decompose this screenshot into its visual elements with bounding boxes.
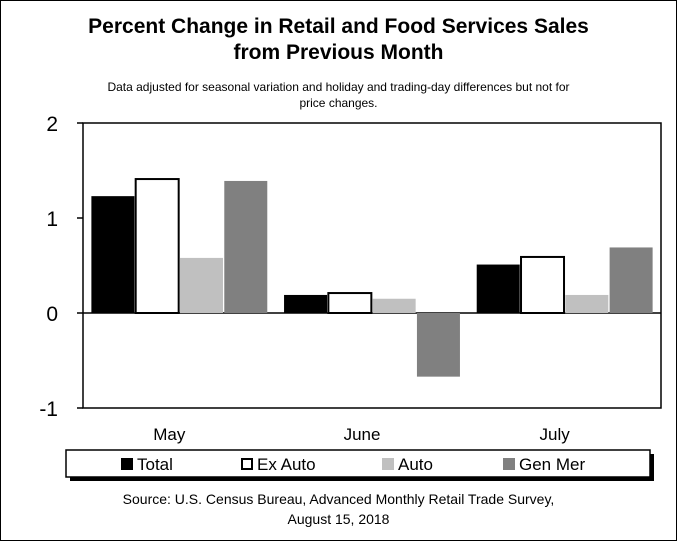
source-line-1: Source: U.S. Census Bureau, Advanced Mon…	[122, 491, 555, 507]
legend	[65, 449, 651, 478]
bar-ex-auto-july	[520, 255, 566, 315]
y-tick-label: -1	[39, 398, 58, 421]
bar-auto-may	[179, 257, 223, 313]
source-line-2: August 15, 2018	[287, 511, 390, 527]
chart-subtitle-line-1: Data adjusted for seasonal variation and…	[107, 80, 570, 94]
x-category-label: May	[153, 425, 186, 444]
chart-title: Percent Change in Retail and Food Servic…	[0, 14, 677, 66]
bar-total-july	[476, 264, 520, 313]
legend-label-total: Total	[137, 455, 173, 474]
plot-area	[82, 122, 662, 409]
bar-gen-mer-june	[416, 313, 460, 377]
x-category-label: July	[540, 425, 571, 444]
y-tick-label: 2	[46, 113, 58, 136]
bar-total-may	[91, 196, 135, 313]
chart-source: Source: U.S. Census Bureau, Advanced Mon…	[0, 489, 677, 529]
bar-ex-auto-may	[134, 178, 180, 314]
bar-auto-july	[565, 294, 609, 313]
y-tick-label: 1	[46, 208, 58, 231]
legend-label-gen-mer: Gen Mer	[519, 455, 585, 474]
legend-label-ex-auto: Ex Auto	[257, 455, 316, 474]
legend-swatch-gen-mer	[503, 458, 515, 470]
x-category-label: June	[344, 425, 381, 444]
chart-subtitle: Data adjusted for seasonal variation and…	[0, 79, 677, 111]
chart-title-line-2: from Previous Month	[233, 41, 444, 64]
bar-ex-auto-june	[327, 292, 373, 314]
legend-label-auto: Auto	[398, 455, 433, 474]
bar-gen-mer-july	[609, 247, 653, 313]
legend-swatch-total	[121, 458, 133, 470]
legend-swatch-ex-auto	[241, 458, 253, 470]
bar-auto-june	[372, 298, 416, 313]
legend-swatch-auto	[382, 458, 394, 470]
chart-subtitle-line-2: price changes.	[299, 96, 378, 110]
bar-gen-mer-may	[224, 180, 268, 313]
bar-total-june	[284, 294, 328, 313]
chart-title-line-1: Percent Change in Retail and Food Servic…	[88, 15, 589, 38]
y-tick-label: 0	[46, 303, 58, 326]
